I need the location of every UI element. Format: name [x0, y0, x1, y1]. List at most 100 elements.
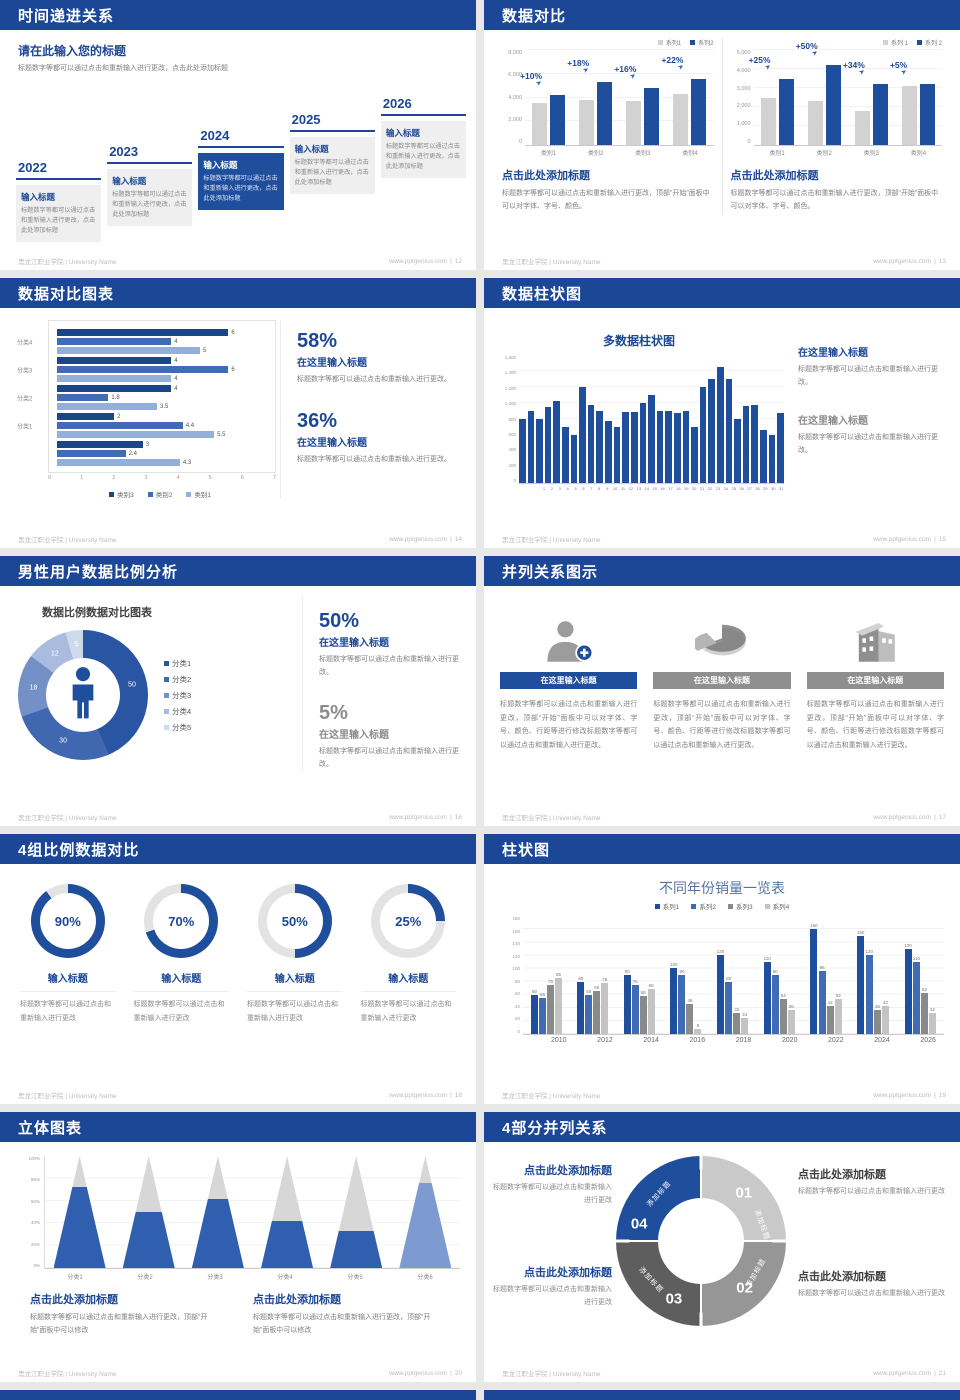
- timeline-item-2024: 2024 输入标题 标题数字等都可以通过点击和重新输入进行更改，点击此处添加标题: [198, 128, 284, 210]
- bar-series2: [691, 78, 707, 145]
- legend-swatch: [164, 660, 169, 666]
- x-tick: 2: [550, 486, 553, 491]
- slide-19-grouped-columns[interactable]: 柱状图 不同年份销量一览表 系列1 系列2 系列3 系列4 180 160 140 120 10…: [484, 834, 960, 1104]
- growth-label: +10% ➤: [520, 71, 544, 88]
- data-label: 5: [74, 641, 79, 649]
- bar: [57, 459, 180, 466]
- bar: [670, 968, 678, 1034]
- bar: [725, 379, 733, 483]
- bar-group: 80 60 65 78: [577, 916, 609, 1034]
- gridline: [753, 49, 942, 50]
- cycle-center: [658, 1198, 744, 1284]
- slide-18-ratio-rings[interactable]: 4组比例数据对比 90% 输入标题 标题数字等都可以通过点击和重新输入进行更改 …: [0, 834, 476, 1104]
- ring-column: 25% 输入标题 标题数字等都可以通过点击和重新输入进行更改: [360, 884, 456, 1025]
- chart-element: 75: [547, 916, 554, 1034]
- cone: [330, 1156, 383, 1268]
- data-label: 90: [624, 969, 630, 974]
- y-tick: 6,000: [508, 72, 522, 79]
- growth-value: +50%: [795, 41, 818, 52]
- legend-item: 系列1: [657, 38, 681, 47]
- y-axis: 8,000 6,000 4,000 2,000 0: [502, 50, 525, 145]
- chart-element: 110: [913, 916, 920, 1034]
- data-label: 18: [29, 684, 38, 692]
- data-label: 53: [835, 993, 841, 999]
- block-body: 标题数字等都可以通过点击和重新输入进行更改，顶部“开始”面板中可以对字体、字号、…: [730, 190, 939, 211]
- chart-element: 8: [694, 916, 702, 1034]
- ring-value: 50%: [266, 893, 323, 949]
- caption-heading: 点击此处添加标题: [798, 1169, 886, 1181]
- bar: [57, 413, 115, 420]
- chart-element: 24: [741, 916, 749, 1034]
- chart-title: 不同年份销量一览表: [659, 880, 785, 896]
- slide-header: 数据对比图表: [0, 278, 476, 308]
- ring-column: 70% 输入标题 标题数字等都可以通过点击和重新输入进行更改: [133, 884, 229, 1025]
- chart-legend: 系列 1 系列 2: [731, 38, 942, 47]
- bar-group: 120 80 32 24: [717, 916, 749, 1034]
- chart-element: 160: [810, 916, 818, 1034]
- data-label: 54: [780, 992, 786, 998]
- slide-12-timeline[interactable]: 时间递进关系 请在此输入您的标题 标题数字等都可以通过点击和重新输入进行更改，点…: [0, 0, 476, 270]
- column-chart: 多数据柱状图 1,600 1,400 1,200 1,000 800 600 400 200 0…: [494, 318, 784, 491]
- bar: [577, 981, 585, 1034]
- slide-21-four-part-cycle[interactable]: 4部分并列关系 01 02 03 04 添加标题 添加标题 添加标题 添加标题 点击此处添加标…: [484, 1112, 960, 1382]
- segment-number: 04: [630, 1215, 648, 1233]
- timeline-box: 输入标题 标题数字等都可以通过点击和重新输入进行更改，点击此处添加标题: [289, 137, 375, 194]
- x-tick: 5: [574, 486, 577, 491]
- slide-20-cone-chart[interactable]: 立体图表 100% 80% 60% 40% 20% 0% 分类1 分类2 分类3 分类4 分类5 分类…: [0, 1112, 476, 1382]
- slide-body: 数据比例数据对比图表 50 30 18 12 5 分类1 分类2 分类3 分类4 分类5: [0, 586, 476, 808]
- data-label: 8: [696, 1022, 700, 1028]
- growth-value: +22%: [661, 54, 684, 65]
- x-tick: 2018: [735, 1037, 752, 1044]
- timeline-box-highlight: 输入标题 标题数字等都可以通过点击和重新输入进行更改，点击此处添加标题: [198, 153, 284, 210]
- text-column: 在这里输入标题 标题数字等都可以通过点击和重新输入进行更改。 在这里输入标题 标…: [784, 318, 950, 491]
- parallel-column: 在这里输入标题 标题数字等都可以通过点击和重新输入进行更改，顶部“开始”面板中可…: [500, 604, 638, 753]
- progress-ring: 25%: [371, 884, 446, 958]
- x-tick: 22: [707, 486, 713, 491]
- timeline-item-2022: 2022 输入标题 标题数字等都可以通过点击和重新输入进行更改，点击此处添加标题: [16, 160, 102, 242]
- slide-13-data-comparison[interactable]: 数据对比 系列1 系列2 8,000 6,000 4,000 2,000 0 +10% ➤ +18…: [484, 0, 960, 270]
- x-tick: 15: [652, 486, 657, 491]
- stats-column: 50% 在这里输入标题 标题数字等都可以通过点击和重新输入进行更改。 5% 在这…: [302, 596, 464, 772]
- y-tick: 100%: [28, 1156, 40, 1161]
- stat-value: 36%: [297, 410, 338, 433]
- caption-body: 标题数字等都可以通过点击和重新输入进行更改，顶部“开始”面板中可以修改: [253, 1314, 431, 1335]
- segment-label: 添加标题: [637, 1266, 665, 1295]
- bar: [920, 993, 928, 1034]
- stat-block: 5% 在这里输入标题 标题数字等都可以通过点击和重新输入进行更改。: [319, 702, 460, 772]
- bar-group: 分类1 2 4.4 5.5: [17, 413, 267, 438]
- bar: [539, 997, 546, 1034]
- legend-swatch: [164, 692, 169, 698]
- data-label: 130: [904, 942, 912, 948]
- legend-label: 类别2: [155, 492, 173, 499]
- x-tick: 7: [590, 486, 593, 491]
- bar: [777, 413, 784, 483]
- x-tick: 类别3: [635, 151, 651, 157]
- chart-element: 75: [631, 916, 639, 1034]
- block-body: 标题数字等都可以通过点击和重新输入进行更改。: [798, 366, 938, 387]
- legend-item: 系列1: [654, 901, 680, 911]
- footer-page: www.pptgenius.com | 19: [873, 1091, 946, 1099]
- bar: [647, 989, 655, 1034]
- slide-15-column-chart[interactable]: 数据柱状图 多数据柱状图 1,600 1,400 1,200 1,000 800 600 4…: [484, 278, 960, 548]
- slide-14-bar-comparison[interactable]: 数据对比图表 分类4 6 4 5 分类3 4 6 4 分类2 4 1.8 3.5 分类1 2 4.4 5.5 3…: [0, 278, 476, 548]
- caption-body: 标题数字等都可以通过点击和重新输入进行更改: [493, 1184, 612, 1204]
- y-tick: 4,000: [508, 94, 522, 101]
- x-tick: 2024: [874, 1037, 890, 1044]
- chart-element: 6: [57, 366, 267, 373]
- y-tick: 800: [508, 416, 516, 422]
- data-label: 42: [827, 1000, 833, 1006]
- slide-17-parallel[interactable]: 并列关系图示 在这里输入标题 标题数字等都可以通过点击和重新输入进行更改，顶部“…: [484, 556, 960, 826]
- x-tick: 2016: [689, 1037, 706, 1044]
- slide-body: 01 02 03 04 添加标题 添加标题 添加标题 添加标题 点击此处添加标题 标题数字等都…: [484, 1142, 960, 1364]
- growth-label: +5% ➤: [890, 60, 909, 77]
- stat-value: 58%: [297, 330, 338, 352]
- slide-16-donut-analysis[interactable]: 男性用户数据比例分析 数据比例数据对比图表 50 30 18 12 5 分类1 分类2: [0, 556, 476, 826]
- legend-label: 系列3: [736, 904, 753, 911]
- legend-label: 系列1: [662, 904, 680, 911]
- progress-ring: 50%: [257, 884, 332, 958]
- bar: [648, 395, 655, 483]
- x-tick: 17: [668, 486, 673, 491]
- x-tick: 28: [755, 486, 760, 491]
- timeline-item-2025: 2025 输入标题 标题数字等都可以通过点击和重新输入进行更改，点击此处添加标题: [289, 112, 375, 194]
